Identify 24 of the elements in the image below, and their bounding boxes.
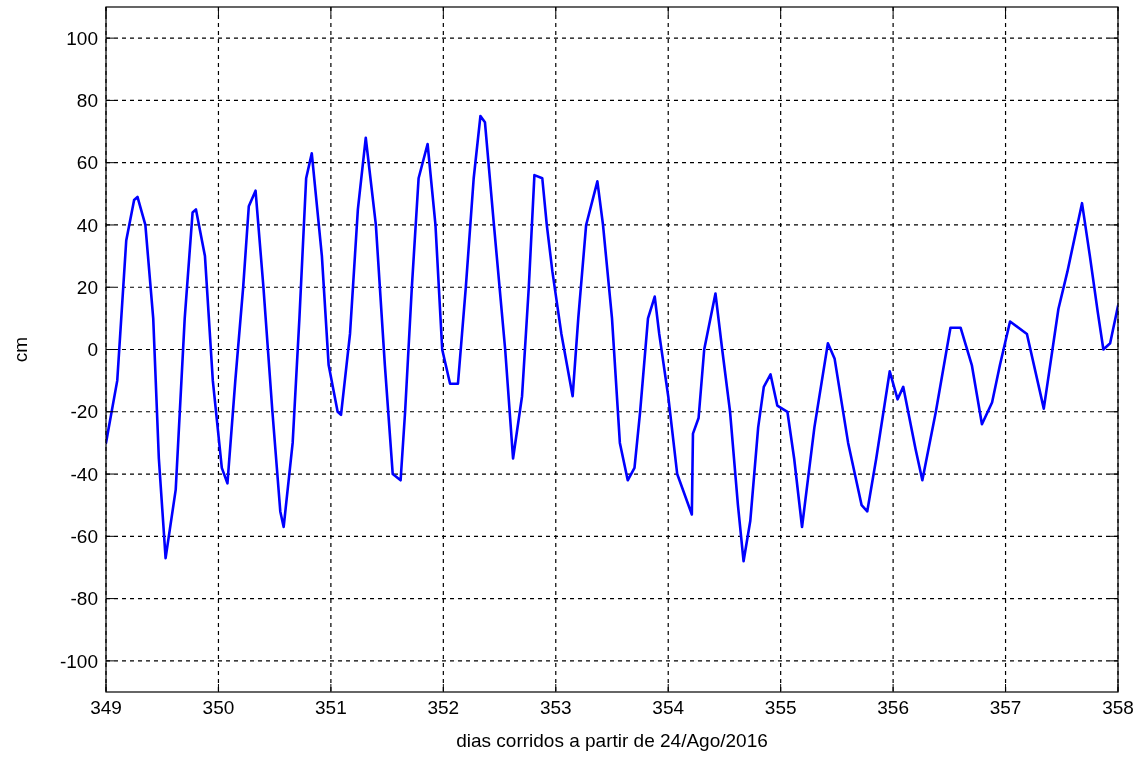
y-tick-label: -60 — [70, 525, 98, 547]
y-tick-label: 100 — [66, 27, 98, 49]
x-tick-label: 358 — [1102, 697, 1134, 718]
x-axis-title: dias corridos a partir de 24/Ago/2016 — [456, 730, 768, 751]
x-tick-label: 352 — [427, 697, 460, 718]
y-tick-label: 60 — [76, 152, 98, 174]
x-tick-label: 355 — [764, 697, 797, 718]
x-tick-label: 357 — [989, 697, 1022, 718]
y-tick-label: -100 — [59, 650, 98, 672]
line-series — [106, 114, 1118, 563]
x-tick-label: 351 — [315, 697, 347, 718]
y-tick-label: 40 — [76, 214, 98, 236]
x-tick-label: 356 — [877, 697, 909, 718]
x-tick-label: 354 — [652, 697, 685, 718]
y-tick-label: 20 — [76, 276, 98, 298]
x-tick-label: 349 — [90, 697, 122, 718]
y-tick-label: 0 — [87, 339, 98, 361]
x-tick-label: 353 — [539, 697, 572, 718]
y-tick-label: -80 — [70, 588, 98, 610]
y-tick-label: 80 — [76, 90, 98, 112]
y-axis-title: cm — [10, 336, 31, 363]
y-tick-label: -40 — [70, 463, 98, 485]
x-tick-label: 350 — [202, 697, 235, 718]
y-tick-label: -20 — [70, 401, 98, 423]
